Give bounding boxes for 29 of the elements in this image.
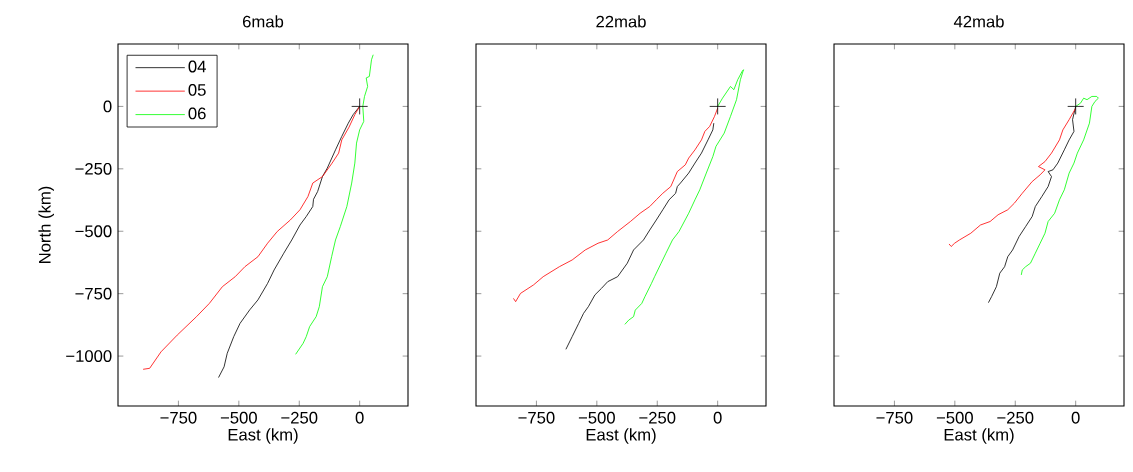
- y-tick-label: −250: [75, 162, 112, 175]
- x-tick-label: −750: [160, 411, 197, 424]
- x-tick-label: −750: [876, 411, 913, 424]
- line-series: [142, 106, 361, 370]
- x-tick-label: −250: [639, 411, 676, 424]
- x-tick-label: −750: [518, 411, 555, 424]
- y-tick-label: 0: [103, 100, 112, 113]
- x-tick-label: 0: [713, 411, 722, 424]
- y-tick-label: −500: [75, 225, 112, 238]
- x-axis-title: East (km): [944, 428, 1014, 444]
- chart-title: 42mab: [953, 15, 1004, 28]
- x-tick-label: 0: [355, 411, 364, 424]
- x-tick-label: −250: [281, 411, 318, 424]
- chart-title: 22mab: [596, 15, 646, 28]
- line-series: [295, 54, 374, 355]
- y-tick-label: −1000: [66, 350, 112, 362]
- x-axis-title: East (km): [228, 428, 298, 444]
- x-axis-title: East (km): [586, 428, 656, 444]
- legend-label: 04: [188, 60, 206, 73]
- legend-label: 06: [188, 107, 206, 120]
- y-axis-title: North (km): [38, 186, 54, 263]
- x-tick-label: −500: [936, 411, 973, 424]
- x-tick-label: −500: [220, 411, 257, 424]
- x-tick-label: −250: [997, 411, 1034, 424]
- chart-title: 6mab: [242, 15, 284, 28]
- x-tick-label: 0: [1071, 411, 1080, 424]
- legend-label: 05: [188, 84, 206, 96]
- x-tick-label: −500: [578, 411, 615, 424]
- y-tick-label: −750: [75, 287, 112, 300]
